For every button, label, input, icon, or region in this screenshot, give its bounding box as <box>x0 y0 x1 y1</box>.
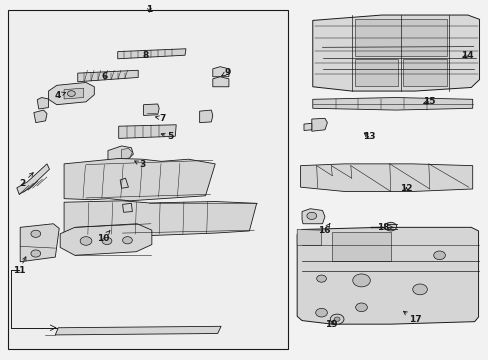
Polygon shape <box>78 70 138 82</box>
Circle shape <box>31 250 41 257</box>
Text: 10: 10 <box>97 231 110 243</box>
Polygon shape <box>354 19 446 56</box>
Text: 12: 12 <box>399 184 412 193</box>
Circle shape <box>384 222 396 231</box>
Polygon shape <box>302 209 325 224</box>
Polygon shape <box>297 229 321 245</box>
Text: 9: 9 <box>221 68 230 77</box>
Circle shape <box>412 284 427 295</box>
Text: 13: 13 <box>362 132 374 141</box>
Text: 19: 19 <box>325 320 337 329</box>
Text: 3: 3 <box>134 161 145 170</box>
Polygon shape <box>331 232 390 261</box>
Polygon shape <box>122 148 132 159</box>
Polygon shape <box>311 118 327 131</box>
Text: 6: 6 <box>101 72 107 81</box>
Text: 16: 16 <box>318 224 330 235</box>
Text: 18: 18 <box>376 223 392 232</box>
Polygon shape <box>20 224 59 262</box>
Text: 8: 8 <box>142 51 149 60</box>
Polygon shape <box>108 146 133 166</box>
Polygon shape <box>119 125 176 138</box>
Circle shape <box>67 91 75 96</box>
Polygon shape <box>312 15 479 91</box>
Polygon shape <box>64 158 215 201</box>
Circle shape <box>122 237 132 244</box>
Polygon shape <box>122 203 132 212</box>
Circle shape <box>355 303 366 312</box>
Polygon shape <box>297 227 478 324</box>
Circle shape <box>352 274 369 287</box>
Text: 2: 2 <box>20 173 33 188</box>
Polygon shape <box>55 326 221 335</box>
Polygon shape <box>403 59 446 86</box>
Polygon shape <box>48 82 94 105</box>
Circle shape <box>333 317 339 321</box>
Polygon shape <box>312 98 472 110</box>
Polygon shape <box>354 59 397 86</box>
Polygon shape <box>34 110 47 123</box>
Circle shape <box>330 314 343 324</box>
Polygon shape <box>212 67 228 77</box>
Polygon shape <box>118 49 185 59</box>
Polygon shape <box>64 201 256 235</box>
Bar <box>8 10 288 348</box>
Circle shape <box>102 237 112 244</box>
Polygon shape <box>300 164 472 192</box>
Circle shape <box>433 251 445 260</box>
Text: 4: 4 <box>55 91 65 100</box>
Text: 15: 15 <box>422 97 434 106</box>
Circle shape <box>316 275 326 282</box>
Circle shape <box>315 309 327 317</box>
Circle shape <box>80 237 92 245</box>
Text: 1: 1 <box>146 5 152 14</box>
Polygon shape <box>120 178 128 188</box>
Polygon shape <box>304 123 311 131</box>
Polygon shape <box>37 98 48 109</box>
Circle shape <box>306 212 316 220</box>
Text: 7: 7 <box>155 114 165 123</box>
Polygon shape <box>17 164 49 194</box>
Polygon shape <box>199 110 212 123</box>
Polygon shape <box>212 77 228 87</box>
Text: 11: 11 <box>13 257 26 275</box>
Text: 17: 17 <box>403 311 421 324</box>
Polygon shape <box>143 104 159 116</box>
Text: 14: 14 <box>461 51 473 60</box>
Text: 5: 5 <box>161 132 173 141</box>
Polygon shape <box>60 224 152 255</box>
Circle shape <box>31 230 41 237</box>
Polygon shape <box>64 88 83 99</box>
